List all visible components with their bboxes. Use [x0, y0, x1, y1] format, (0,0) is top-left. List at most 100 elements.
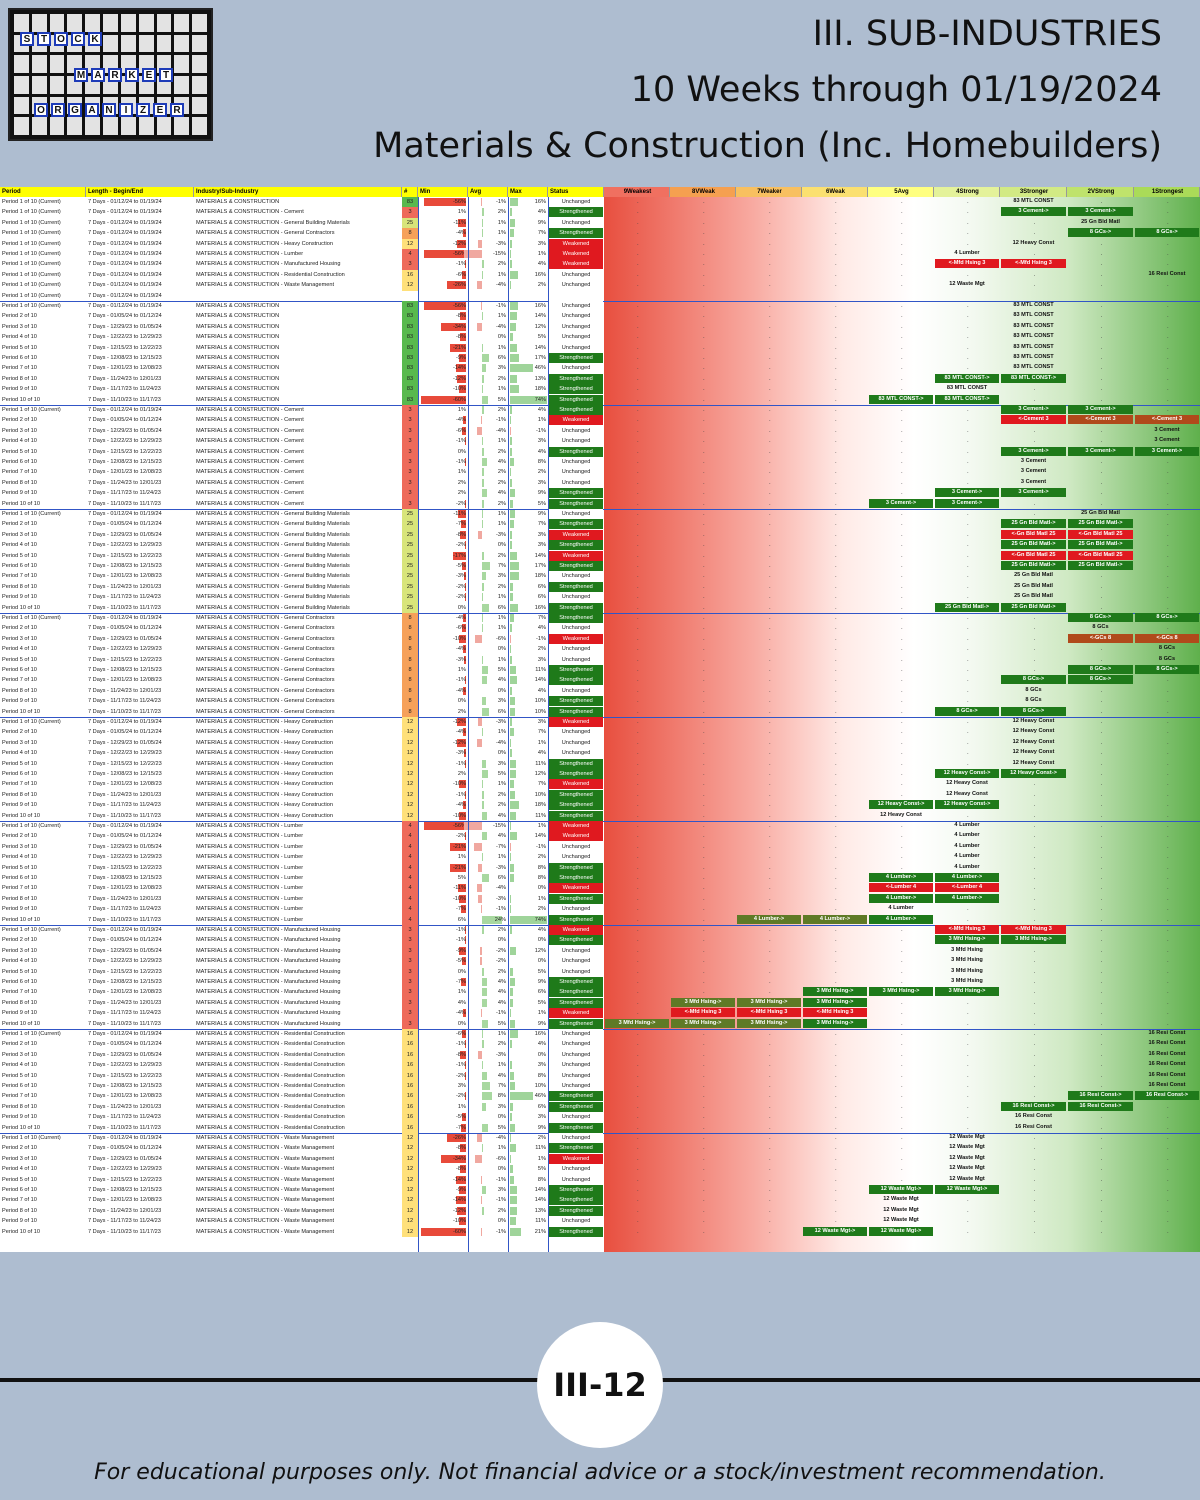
rank-marker: 16 Resi Const — [1148, 1061, 1186, 1068]
empty-rank-dot: . — [1100, 958, 1103, 965]
logo-tile — [14, 96, 29, 115]
count-cell: 8 — [402, 644, 418, 655]
column-header[interactable]: 7Weaker — [736, 187, 802, 197]
column-header[interactable]: 9Weakest — [604, 187, 670, 197]
empty-rank-dot: . — [835, 240, 837, 247]
empty-rank-dot: . — [703, 760, 705, 767]
avg-cell: 1% — [497, 511, 506, 517]
status-badge: Unchanged — [549, 321, 603, 332]
logo-tile — [49, 14, 65, 32]
empty-rank-dot: . — [637, 750, 639, 757]
avg-bar — [482, 926, 485, 934]
empty-rank-dot: . — [769, 760, 771, 767]
avg-bar — [482, 354, 490, 362]
length-cell: 7 Days - 01/12/24 to 01/19/24 — [88, 282, 162, 289]
max-cell: 16% — [534, 1031, 546, 1037]
empty-rank-dot: . — [637, 823, 639, 829]
column-header[interactable]: 3Stronger — [1000, 187, 1067, 197]
min-cell: -9% — [456, 947, 466, 954]
status-badge: Strengthened — [549, 1185, 603, 1195]
empty-rank-dot: . — [703, 812, 705, 819]
column-header[interactable]: 1Strongest — [1134, 187, 1200, 197]
status-badge: Unchanged — [549, 956, 603, 967]
column-header[interactable]: 4Strong — [934, 187, 1000, 197]
empty-rank-dot: . — [1033, 916, 1036, 923]
empty-rank-dot: . — [637, 1166, 639, 1173]
max-cell: 5% — [537, 968, 546, 975]
table-row: Period 7 of 10 7 Days - 12/01/23 to 12/08… — [0, 363, 1200, 374]
length-cell: 7 Days - 11/24/23 to 12/01/23 — [88, 791, 162, 798]
column-header[interactable]: Avg — [468, 187, 508, 197]
column-header[interactable]: Length - Begin/End — [86, 187, 194, 197]
empty-rank-dot: . — [901, 313, 903, 320]
column-header[interactable]: 5Avg — [868, 187, 934, 197]
logo-letter: K — [125, 68, 139, 82]
min-cell: -7% — [456, 906, 466, 913]
period-cell: Period 1 of 10 (Current) — [2, 230, 61, 237]
period-cell: Period 5 of 10 — [2, 1176, 37, 1183]
min-bar — [465, 458, 466, 466]
column-header[interactable]: Min — [418, 187, 468, 197]
avg-cell: -4% — [496, 739, 506, 746]
table-row: Period 9 of 10 7 Days - 11/17/23 to 11/24… — [0, 384, 1200, 395]
column-header[interactable]: Max — [508, 187, 548, 197]
avg-bar — [482, 437, 484, 446]
max-bar — [510, 333, 513, 342]
empty-rank-dot: . — [637, 282, 639, 289]
avg-cell: -1% — [496, 303, 506, 309]
max-bar — [510, 312, 517, 321]
count-cell: 16 — [402, 1039, 418, 1050]
empty-rank-dot: . — [1100, 1187, 1103, 1193]
period-cell: Period 10 of 10 — [2, 1124, 40, 1131]
column-header[interactable]: 6Weak — [802, 187, 868, 197]
empty-rank-dot: . — [901, 1124, 903, 1131]
column-header[interactable]: Industry/Sub-Industry — [194, 187, 402, 197]
avg-bar — [473, 842, 482, 851]
column-header[interactable]: 8VWeak — [670, 187, 736, 197]
avg-bar — [477, 322, 482, 331]
empty-rank-dot: . — [637, 864, 639, 871]
min-cell: -1% — [456, 1041, 466, 1048]
industry-cell: MATERIALS & CONSTRUCTION - Residential C… — [196, 1072, 345, 1079]
column-header[interactable]: Status — [548, 187, 604, 197]
date-range-title: 10 Weeks through 01/19/2024 — [630, 70, 1162, 110]
max-bar — [510, 1040, 512, 1049]
status-badge: Weakened — [549, 550, 603, 561]
avg-cell: -1% — [496, 1176, 506, 1183]
empty-rank-dot: . — [835, 635, 837, 642]
rank-marker: <-GCs 8 — [1135, 633, 1199, 643]
empty-rank-dot: . — [703, 1176, 705, 1183]
avg-cell: 0% — [497, 1114, 506, 1121]
avg-bar — [482, 998, 487, 1007]
column-header[interactable]: 2VStrong — [1067, 187, 1134, 197]
status-badge: Unchanged — [549, 945, 603, 956]
logo-letter: A — [91, 68, 105, 82]
rank-marker: 12 Heavy Const — [946, 780, 988, 787]
empty-rank-dot: . — [703, 667, 705, 673]
min-cell: -7% — [456, 521, 466, 528]
logo-letter: C — [71, 32, 85, 46]
empty-rank-dot: . — [703, 875, 705, 881]
period-cell: Period 10 of 10 — [2, 604, 40, 611]
industry-cell: MATERIALS & CONSTRUCTION - General Contr… — [196, 656, 335, 663]
column-header[interactable]: Period — [0, 187, 86, 197]
min-cell: -4% — [456, 417, 466, 424]
empty-rank-dot: . — [703, 427, 705, 434]
min-bar — [461, 426, 466, 435]
min-cell: -34% — [452, 323, 466, 330]
avg-bar — [480, 1175, 482, 1184]
status-badge: Strengthened — [549, 446, 603, 457]
industry-cell: MATERIALS & CONSTRUCTION - Cement — [196, 448, 304, 455]
empty-rank-dot: . — [769, 583, 771, 590]
period-cell: Period 1 of 10 (Current) — [2, 927, 61, 933]
max-bar — [510, 905, 511, 914]
empty-rank-dot: . — [1100, 656, 1103, 663]
industry-cell: MATERIALS & CONSTRUCTION - Heavy Constru… — [196, 812, 333, 819]
rank-marker: <-Mfd Hsing 3 — [1001, 259, 1066, 269]
empty-rank-dot: . — [1167, 947, 1169, 954]
length-cell: 7 Days - 11/10/23 to 11/17/23 — [88, 812, 161, 819]
column-header[interactable]: # — [402, 187, 418, 197]
industry-cell: MATERIALS & CONSTRUCTION - General Contr… — [196, 698, 335, 705]
length-cell: 7 Days - 01/12/24 to 01/19/24 — [88, 719, 162, 725]
min-bar — [461, 1030, 466, 1038]
